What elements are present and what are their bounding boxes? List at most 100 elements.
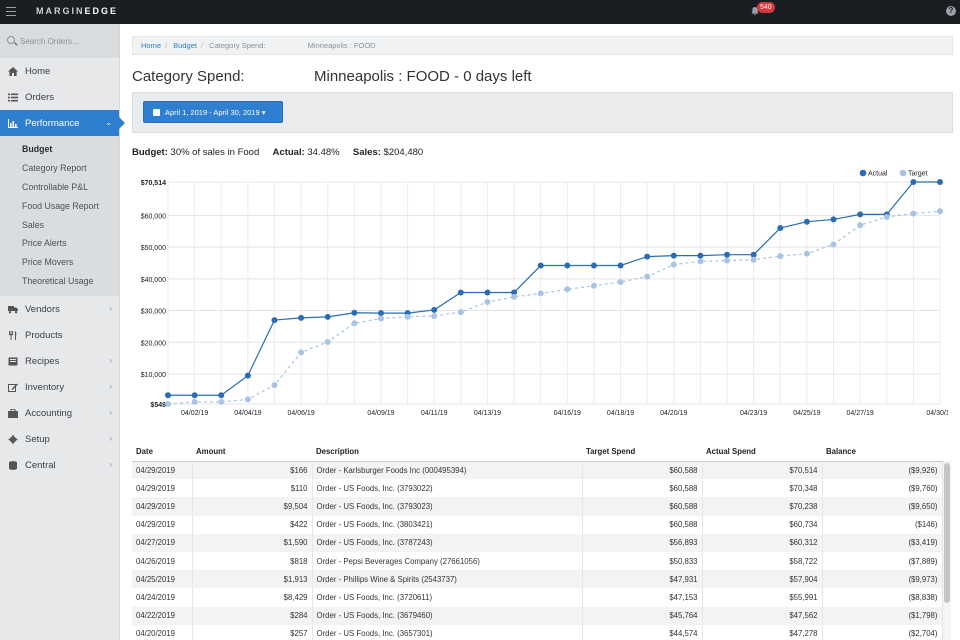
column-header[interactable]: Target Spend xyxy=(582,443,702,462)
sidebar-item-recipes[interactable]: Recipes › xyxy=(0,348,119,374)
chevron-right-icon: › xyxy=(109,356,112,366)
chevron-right-icon: › xyxy=(109,434,112,444)
data-point-actual xyxy=(644,253,651,260)
budget-value: 30% of sales in Food xyxy=(170,147,260,158)
table-scrollbar[interactable] xyxy=(943,461,951,640)
y-tick-label: $10,000 xyxy=(141,372,166,379)
sidebar: Home Orders Performance ⌄ Budget Categor… xyxy=(0,24,125,640)
column-header[interactable]: Actual Spend xyxy=(702,443,822,462)
table-row[interactable]: 04/26/2019 $818 Order - Pepsi Beverages Co… xyxy=(132,551,943,571)
sidebar-item-performance[interactable]: Performance ⌄ xyxy=(0,110,125,136)
data-point-actual xyxy=(165,392,171,399)
table-row[interactable]: 04/22/2019 $284 Order - US Foods, Inc. (36… xyxy=(132,606,943,625)
data-point-actual xyxy=(803,218,810,225)
search-input[interactable] xyxy=(20,33,116,49)
breadcrumb-current-label: Category Spend: xyxy=(209,41,266,50)
subnav-item-price-alerts[interactable]: Price Alerts xyxy=(22,238,67,249)
sidebar-item-label: Central xyxy=(25,459,56,471)
sidebar-item-orders[interactable]: Orders xyxy=(0,84,119,110)
table-cell: $257 xyxy=(192,624,313,640)
table-cell: 04/26/2019 xyxy=(132,551,193,571)
table-row[interactable]: 04/20/2019 $257 Order - US Foods, Inc. (36… xyxy=(132,624,943,640)
table-cell: Order - Phillips Wine & Spirits (2543737… xyxy=(312,570,583,589)
data-point-target xyxy=(617,278,624,285)
table-cell: Order - US Foods, Inc. (3657301) xyxy=(312,624,583,640)
table-cell: 04/24/2019 xyxy=(132,588,193,607)
column-header[interactable]: Balance xyxy=(822,443,942,462)
table-cell: 04/25/2019 xyxy=(132,570,193,589)
breadcrumb-budget[interactable]: Budget xyxy=(173,41,197,50)
sidebar-item-setup[interactable]: Setup › xyxy=(0,426,119,452)
bell-icon[interactable] xyxy=(750,6,760,16)
subnav-item-food-usage-report[interactable]: Food Usage Report xyxy=(22,200,99,211)
date-range-label: April 1, 2019 - April 30, 2019 xyxy=(165,108,260,117)
subnav-item-price-movers[interactable]: Price Movers xyxy=(22,257,74,268)
sidebar-item-inventory[interactable]: Inventory › xyxy=(0,374,119,400)
subnav-item-controllable-pl[interactable]: Controllable P&L xyxy=(22,181,89,192)
table-cell: Order - US Foods, Inc. (3679460) xyxy=(312,606,583,625)
table-cell: $50,833 xyxy=(582,551,703,571)
notification-badge[interactable]: 540 xyxy=(757,2,775,13)
data-point-actual xyxy=(724,251,731,258)
table-row[interactable]: 04/29/2019 $9,504 Order - US Foods, Inc. (… xyxy=(132,497,943,516)
sidebar-item-label: Recipes xyxy=(25,355,60,367)
table-cell: $110 xyxy=(192,479,313,498)
subnav-item-theoretical-usage[interactable]: Theoretical Usage xyxy=(22,275,94,286)
table-cell: $1,590 xyxy=(192,533,313,552)
edit-icon xyxy=(8,383,18,392)
table-cell: $45,764 xyxy=(582,606,703,625)
sidebar-item-vendors[interactable]: Vendors › xyxy=(0,296,119,322)
legend-marker-actual xyxy=(859,169,867,177)
table-cell: $60,588 xyxy=(582,479,703,498)
table-row[interactable]: 04/29/2019 $166 Order - Karlsburger Foods … xyxy=(132,461,943,480)
y-tick-label: $20,000 xyxy=(141,340,166,347)
subnav-item-category-report[interactable]: Category Report xyxy=(22,163,87,174)
sidebar-item-central[interactable]: Central › xyxy=(0,452,119,478)
column-header[interactable]: Description xyxy=(312,443,582,462)
data-point-target xyxy=(351,320,358,327)
x-tick-label: 04/27/19 xyxy=(847,410,874,417)
x-tick-label: 04/25/19 xyxy=(793,410,820,417)
date-range-button[interactable]: April 1, 2019 - April 30, 2019 ▾ xyxy=(143,101,283,123)
table-cell: $422 xyxy=(192,515,313,534)
data-point-actual xyxy=(377,310,384,317)
table-cell: $58,722 xyxy=(702,551,823,571)
data-point-target xyxy=(564,286,571,293)
top-bar: MARGINEDGE 540 ? xyxy=(0,0,960,24)
sidebar-item-accounting[interactable]: Accounting › xyxy=(0,400,119,426)
sidebar-item-products[interactable]: Products xyxy=(0,322,119,348)
data-point-actual xyxy=(697,252,704,259)
scrollbar-thumb[interactable] xyxy=(944,463,950,603)
subnav-item-sales[interactable]: Sales xyxy=(22,219,45,230)
data-point-actual xyxy=(590,262,597,269)
hamburger-menu-icon[interactable] xyxy=(6,7,16,16)
table-row[interactable]: 04/24/2019 $8,429 Order - US Foods, Inc. (… xyxy=(132,588,943,607)
data-point-actual xyxy=(484,289,491,296)
column-header[interactable]: Date xyxy=(132,443,192,462)
table-cell: Order - Karlsburger Foods Inc (000495394… xyxy=(312,461,583,480)
data-point-target xyxy=(457,309,464,316)
sidebar-item-home[interactable]: Home xyxy=(0,58,119,84)
data-point-target xyxy=(590,282,597,289)
table-cell: $60,734 xyxy=(702,515,823,534)
logo-text-edge: EDGE xyxy=(84,6,119,16)
table-cell: $60,588 xyxy=(582,461,703,480)
data-point-actual xyxy=(670,252,677,259)
budget-label: Budget: xyxy=(132,147,168,158)
data-point-actual xyxy=(324,313,331,320)
briefcase-icon xyxy=(8,408,18,418)
x-tick-label: 04/02/19 xyxy=(181,410,208,417)
app-logo[interactable]: MARGINEDGE xyxy=(36,6,118,16)
help-icon[interactable]: ? xyxy=(946,6,956,16)
subnav-item-budget[interactable]: Budget xyxy=(22,144,53,155)
table-row[interactable]: 04/27/2019 $1,590 Order - US Foods, Inc. (… xyxy=(132,533,943,552)
column-header[interactable]: Amount xyxy=(192,443,312,462)
breadcrumb-home[interactable]: Home xyxy=(141,41,162,50)
table-row[interactable]: 04/29/2019 $422 Order - US Foods, Inc. (38… xyxy=(132,515,943,534)
page-title: Category Spend: xyxy=(132,68,245,85)
table-row[interactable]: 04/25/2019 $1,913 Order - Phillips Wine & … xyxy=(132,570,943,589)
table-cell: ($146) xyxy=(822,515,943,534)
search-icon xyxy=(7,36,15,44)
table-row[interactable]: 04/29/2019 $110 Order - US Foods, Inc. (37… xyxy=(132,479,943,498)
table-cell: $56,893 xyxy=(582,533,703,552)
